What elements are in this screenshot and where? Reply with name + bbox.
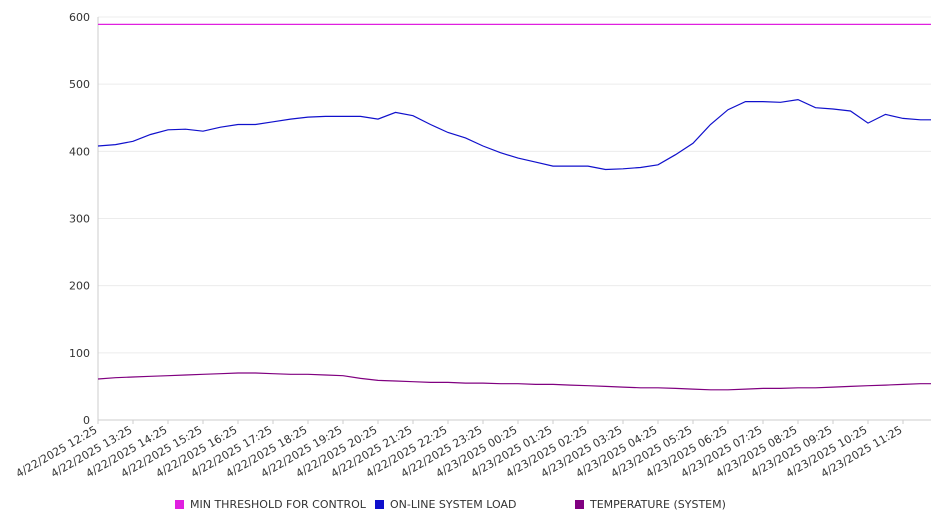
legend-swatch-temperature (575, 500, 584, 509)
legend-swatch-threshold (175, 500, 184, 509)
y-tick-label: 200 (69, 280, 90, 293)
legend-label-temperature: TEMPERATURE (SYSTEM) (590, 498, 726, 511)
axes (97, 17, 931, 421)
y-tick-label: 100 (69, 347, 90, 360)
y-tick-label: 500 (69, 78, 90, 91)
legend: MIN THRESHOLD FOR CONTROL ON-LINE SYSTEM… (0, 498, 946, 514)
legend-item-threshold[interactable]: MIN THRESHOLD FOR CONTROL (175, 498, 366, 511)
legend-item-load[interactable]: ON-LINE SYSTEM LOAD (375, 498, 516, 511)
legend-label-load: ON-LINE SYSTEM LOAD (390, 498, 517, 511)
y-tick-label: 0 (83, 414, 90, 427)
x-tick-labels: 4/22/2025 12:254/22/2025 13:254/22/2025 … (14, 420, 905, 480)
y-tick-labels: 0 100 200 300 400 500 600 (69, 11, 90, 427)
y-tick-label: 600 (69, 11, 90, 24)
series-line-temperature (97, 372, 931, 391)
legend-item-temperature[interactable]: TEMPERATURE (SYSTEM) (575, 498, 726, 511)
series-line-load (97, 98, 931, 171)
series-lines (97, 23, 931, 391)
y-tick-label: 400 (69, 145, 90, 158)
legend-label-threshold: MIN THRESHOLD FOR CONTROL (190, 498, 366, 511)
legend-swatch-load (375, 500, 384, 509)
y-tick-label: 300 (69, 213, 90, 226)
gridlines (98, 16, 931, 354)
